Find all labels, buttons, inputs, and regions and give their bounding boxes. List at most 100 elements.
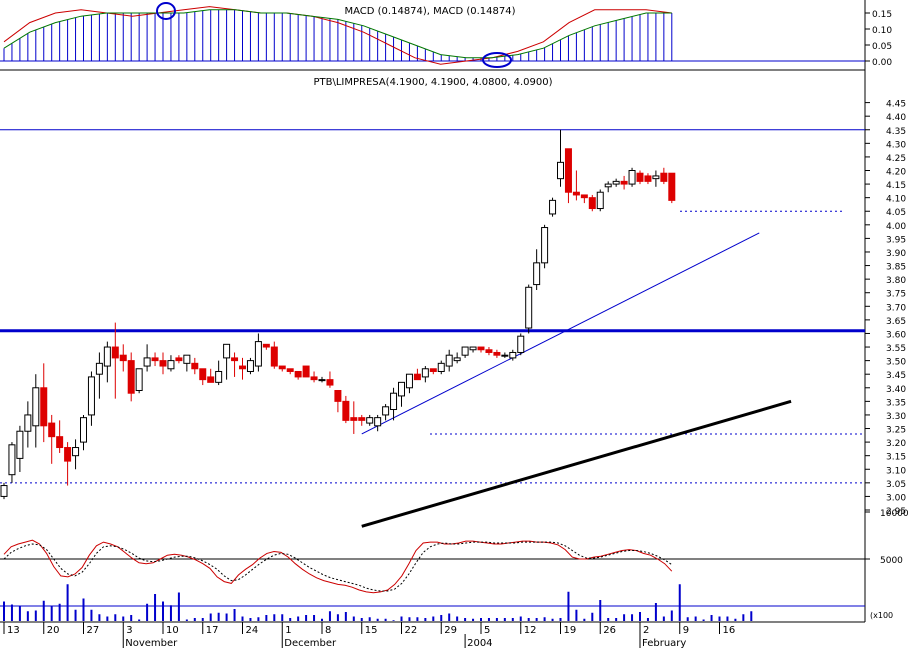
volume-bar (209, 613, 212, 621)
volume-bar (10, 604, 13, 621)
price-ytick-label: 3.65 (886, 317, 906, 327)
volume-bar (368, 617, 371, 621)
macd-title: MACD (0.14874), MACD (0.14874) (345, 6, 516, 17)
candle-body (612, 180, 620, 185)
date-tick-label: 16 (723, 625, 736, 636)
volume-bar (297, 616, 300, 621)
volume-bar (58, 603, 61, 621)
candle-body (262, 343, 270, 348)
candle-body (596, 191, 604, 210)
candle-body (660, 172, 668, 182)
indicator-ytick-label: 5000 (880, 556, 903, 566)
volume-bar (527, 618, 530, 621)
volume-bar (193, 618, 196, 621)
candle-body (254, 341, 262, 367)
candle-body (135, 368, 143, 391)
volume-bar (432, 616, 435, 621)
candle-body (477, 346, 485, 351)
candle-body (8, 444, 16, 476)
price-ytick-label: 3.40 (886, 385, 906, 395)
macd-annotation-ellipse (482, 52, 512, 68)
volume-bar (225, 613, 228, 621)
candle-body (461, 346, 469, 356)
candle-body (334, 389, 342, 402)
macd-annotation-circle (156, 2, 176, 20)
volume-bar (122, 616, 125, 621)
volume-bar (519, 616, 522, 621)
macd-histogram (3, 9, 673, 61)
date-axis: 13 20 27 3 10 17 24 1 8 15 22 29 5 12 19 26 2 9 16November… (0, 621, 865, 649)
volume-bar (376, 618, 379, 621)
volume-bar (599, 600, 602, 621)
date-tick-label: 10 (166, 625, 179, 636)
volume-bar (607, 618, 610, 621)
price-ytick-label: 3.85 (886, 263, 906, 273)
date-tick-label: 2 (643, 625, 649, 636)
candle-body (374, 417, 382, 427)
volume-bar (3, 601, 5, 621)
candle-body (199, 368, 207, 381)
candle-body (111, 346, 119, 359)
price-ytick-label: 3.90 (886, 249, 906, 259)
candle-body (294, 370, 302, 378)
price-ytick-label: 4.45 (886, 100, 906, 110)
price-ytick-label: 3.35 (886, 398, 906, 408)
volume-bar (313, 615, 316, 621)
candle-body (588, 197, 596, 210)
candle-body (437, 362, 445, 372)
indicator-lines (3, 539, 673, 594)
candle-body (668, 172, 676, 201)
price-ytick-label: 3.75 (886, 290, 906, 300)
price-ytick-label: 3.80 (886, 276, 906, 286)
volume-bar (662, 616, 665, 621)
price-ytick-label: 3.50 (886, 358, 906, 368)
volume-bar (138, 619, 141, 621)
candle-body (143, 357, 151, 367)
macd-panel: MACD (0.14874), MACD (0.14874) 0.000.050… (0, 0, 892, 71)
candle-body (318, 379, 326, 382)
price-ytick-label: 2.95 (886, 507, 906, 517)
candle-body (87, 376, 95, 416)
volume-bar (281, 614, 284, 621)
candle-body (644, 175, 652, 182)
date-tick-label: 22 (405, 625, 418, 636)
candle-body (167, 360, 175, 370)
candle-body (549, 199, 557, 215)
indicator-axis: 10000 5000 (865, 509, 909, 566)
candle-body (231, 357, 239, 362)
date-tick-label: 19 (564, 625, 577, 636)
price-ytick-label: 3.95 (886, 235, 906, 245)
candle-body (246, 360, 254, 372)
candle-body (382, 406, 390, 416)
candle-body (326, 379, 334, 386)
price-ytick-label: 4.35 (886, 127, 906, 137)
volume-bar (472, 618, 475, 621)
candle-body (350, 417, 358, 421)
candle-body (358, 417, 366, 421)
date-tick-label: 8 (325, 625, 331, 636)
volume-bar (615, 618, 618, 621)
volume-bar (567, 591, 570, 621)
candle-body (302, 365, 310, 378)
volume-bar (718, 616, 721, 621)
candle-body (270, 346, 278, 367)
candle-body (119, 354, 127, 362)
candle-body (366, 417, 374, 424)
candle-body (493, 351, 501, 356)
date-tick-label: 24 (246, 625, 259, 636)
volume-bar (583, 618, 586, 621)
price-panel: PTB\LIMPRESA(4.1900, 4.1900, 4.0800, 4.0… (0, 70, 906, 540)
volume-bar (678, 584, 681, 621)
price-ytick-label: 3.15 (886, 453, 906, 463)
candle-body (32, 387, 40, 427)
volume-bar (26, 611, 29, 621)
candle-body (652, 175, 660, 180)
volume-bar (750, 611, 753, 621)
candle-body (445, 354, 453, 367)
candle-body (429, 368, 437, 372)
indicator-line-0 (3, 539, 673, 594)
volume-bar (130, 615, 133, 621)
volume-bar (50, 606, 53, 621)
volume-bars (3, 584, 753, 621)
price-axis: 2.95 3.00 3.05 3.10 3.15 3.20 3.25 3.30 3.35 3.40… (865, 100, 906, 517)
